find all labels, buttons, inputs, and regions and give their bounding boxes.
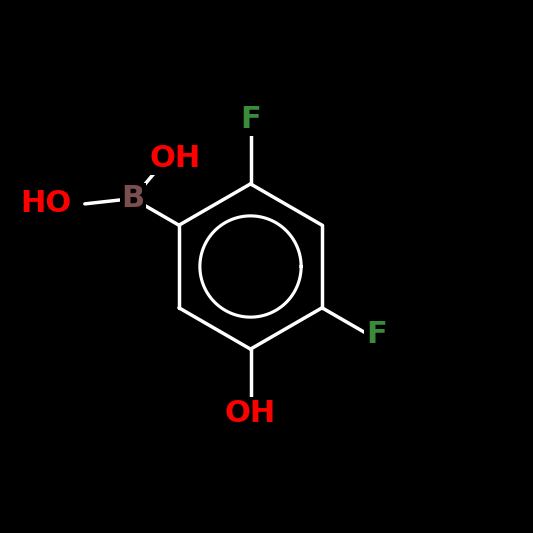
Text: F: F	[240, 106, 261, 134]
Text: OH: OH	[225, 399, 276, 427]
Text: F: F	[366, 320, 386, 349]
Text: OH: OH	[150, 144, 201, 173]
Text: B: B	[121, 184, 144, 213]
Text: HO: HO	[20, 189, 71, 219]
